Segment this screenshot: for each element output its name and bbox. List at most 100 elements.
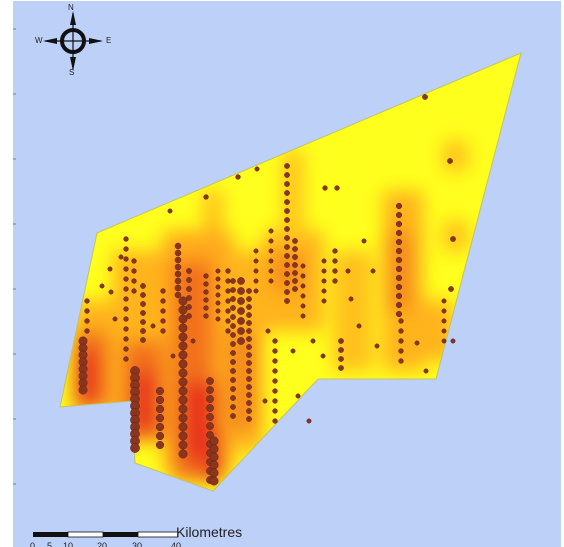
- sample-point: [292, 246, 298, 252]
- sample-point: [178, 332, 188, 342]
- sample-point: [230, 377, 236, 383]
- sample-point: [253, 268, 259, 274]
- sample-point: [398, 328, 404, 334]
- sample-point: [300, 283, 306, 289]
- sample-point: [215, 308, 221, 314]
- sample-point: [230, 305, 236, 311]
- sample-point: [203, 273, 209, 279]
- sample-point: [178, 422, 188, 432]
- sample-point: [272, 418, 278, 424]
- sample-point: [284, 253, 290, 259]
- north-arrow: N S W E: [33, 1, 113, 81]
- sample-point: [174, 270, 182, 278]
- sample-point: [206, 404, 214, 412]
- sample-point: [320, 353, 326, 359]
- sample-point: [338, 356, 344, 362]
- sample-point: [178, 404, 188, 414]
- sample-point: [174, 277, 182, 285]
- sample-point: [237, 277, 245, 285]
- sample-point: [237, 287, 245, 295]
- sample-point: [203, 194, 209, 200]
- sample-point: [160, 328, 166, 334]
- sample-point: [84, 308, 90, 314]
- sample-point: [160, 308, 166, 314]
- sample-point: [272, 408, 278, 414]
- sample-point: [178, 341, 188, 351]
- sample-point: [284, 208, 290, 214]
- sample-point: [140, 310, 146, 316]
- region-outline: [59, 52, 522, 492]
- sample-point: [174, 242, 182, 250]
- sample-point: [338, 365, 344, 371]
- sample-point: [268, 268, 274, 274]
- sample-point: [268, 248, 274, 254]
- compass-south-label: S: [69, 68, 75, 77]
- sample-point: [123, 336, 129, 342]
- sample-point: [441, 298, 447, 304]
- frame-ticks: [13, 28, 16, 485]
- sample-point: [370, 268, 376, 274]
- sample-point: [292, 254, 298, 260]
- scale-bar: Kilometres 0 5 10 20 30 40: [30, 524, 283, 547]
- sample-point: [140, 328, 146, 334]
- sample-point: [272, 398, 278, 404]
- sample-point: [178, 368, 188, 378]
- sample-point: [295, 393, 301, 399]
- sample-point: [332, 248, 338, 254]
- sample-point: [356, 323, 362, 329]
- sample-point: [230, 350, 236, 356]
- sample-point: [395, 292, 403, 300]
- sample-point: [230, 287, 236, 293]
- sample-point: [254, 166, 260, 172]
- sample-point: [155, 440, 165, 450]
- sample-point: [155, 431, 165, 441]
- sample-point: [178, 350, 188, 360]
- sample-point: [395, 247, 403, 255]
- sample-point: [272, 368, 278, 374]
- sample-point: [167, 208, 173, 214]
- sample-point: [215, 268, 221, 274]
- sample-point: [178, 449, 188, 459]
- sample-point: [203, 297, 209, 303]
- sample-point: [215, 316, 221, 322]
- sample-point: [209, 444, 219, 454]
- sample-point: [246, 320, 252, 326]
- sample-point: [292, 238, 298, 244]
- sample-point: [84, 328, 90, 334]
- sample-point: [338, 338, 344, 344]
- sample-point: [321, 268, 327, 274]
- sample-point: [284, 163, 290, 169]
- sample-point: [441, 318, 447, 324]
- sample-point: [178, 413, 188, 423]
- sample-point: [174, 256, 182, 264]
- sample-point: [272, 358, 278, 364]
- sample-point: [448, 286, 454, 292]
- sample-point: [209, 468, 219, 478]
- sample-point: [395, 220, 403, 228]
- sample-point: [374, 343, 380, 349]
- sample-point: [178, 395, 188, 405]
- sample-point: [338, 347, 344, 353]
- sample-point: [206, 395, 214, 403]
- sample-point: [209, 460, 219, 470]
- scale-tick-10: 10: [63, 541, 74, 547]
- sample-point: [230, 314, 236, 320]
- compass-north-label: N: [68, 3, 74, 12]
- sample-point: [284, 298, 290, 304]
- scale-bar-graphic: [33, 531, 179, 538]
- sample-point: [398, 338, 404, 344]
- sample-point: [118, 254, 124, 260]
- sample-point: [230, 413, 236, 419]
- sample-point: [123, 316, 129, 322]
- sample-point: [130, 443, 140, 453]
- compass-west-label: W: [35, 36, 43, 45]
- sample-point: [284, 244, 290, 250]
- sample-point: [178, 305, 188, 315]
- sample-point: [246, 312, 252, 318]
- sample-point: [178, 377, 188, 387]
- sample-point: [253, 288, 259, 294]
- sample-point: [322, 185, 328, 191]
- sample-point: [140, 283, 146, 289]
- sample-point: [398, 358, 404, 364]
- sample-point: [131, 278, 137, 284]
